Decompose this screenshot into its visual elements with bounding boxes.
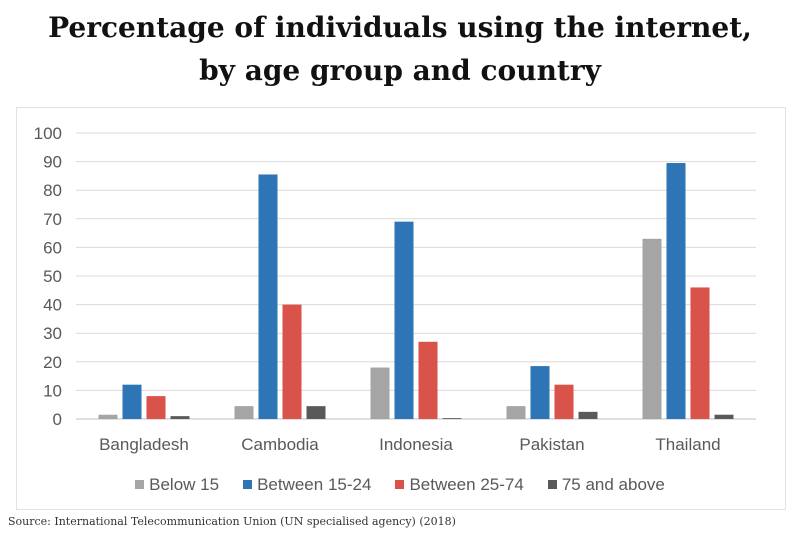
chart-title-line-1: Percentage of individuals using the inte… — [48, 11, 752, 44]
legend-label: 75 and above — [561, 475, 665, 494]
bar-bangladesh-3 — [146, 396, 166, 419]
legend-swatch — [243, 480, 253, 490]
bar-thailand-1 — [642, 238, 662, 419]
legend-swatch — [135, 480, 145, 490]
legend-swatch — [547, 480, 557, 490]
bar-thailand-4 — [714, 414, 734, 419]
chart-legend: Below 15 Between 15-24 Between 25-74 75 and… — [0, 475, 800, 495]
x-category-label: Indonesia — [379, 435, 453, 454]
legend-swatch — [395, 480, 405, 490]
bar-indonesia-2 — [394, 221, 414, 419]
bar-thailand-2 — [666, 163, 686, 419]
bar-cambodia-3 — [282, 304, 302, 419]
bar-pakistan-2 — [530, 366, 550, 419]
bar-bangladesh-2 — [122, 384, 142, 419]
bar-cambodia-2 — [258, 174, 278, 419]
y-tick-label: 40 — [43, 296, 62, 315]
legend-item: Between 25-74 — [395, 475, 524, 495]
y-tick-label: 50 — [43, 267, 62, 286]
y-tick-label: 100 — [34, 124, 62, 143]
bar-indonesia-3 — [418, 341, 438, 419]
bar-indonesia-1 — [370, 367, 390, 419]
y-tick-label: 80 — [43, 181, 62, 200]
y-tick-label: 70 — [43, 210, 62, 229]
y-tick-label: 30 — [43, 324, 62, 343]
x-category-label: Bangladesh — [99, 435, 189, 454]
bar-bangladesh-1 — [98, 414, 118, 419]
y-tick-label: 10 — [43, 381, 62, 400]
y-tick-label: 20 — [43, 353, 62, 372]
legend-label: Below 15 — [149, 475, 220, 494]
y-tick-label: 90 — [43, 153, 62, 172]
y-tick-label: 60 — [43, 238, 62, 257]
bar-cambodia-4 — [306, 406, 326, 419]
legend-item: Below 15 — [135, 475, 219, 495]
bar-pakistan-1 — [506, 406, 526, 419]
bar-cambodia-1 — [234, 406, 254, 419]
legend-label: Between 25-74 — [409, 475, 524, 494]
chart-title-line-2: by age group and country — [199, 54, 601, 87]
chart-title: Percentage of individuals using the inte… — [0, 6, 800, 92]
legend-label: Between 15-24 — [257, 475, 372, 494]
bar-pakistan-3 — [554, 384, 574, 419]
bar-indonesia-4 — [442, 418, 462, 419]
bar-thailand-3 — [690, 287, 710, 419]
source-note: Source: International Telecommunication … — [8, 515, 456, 528]
bar-bangladesh-4 — [170, 416, 190, 419]
legend-item: Between 15-24 — [243, 475, 371, 495]
bar-pakistan-4 — [578, 411, 598, 419]
x-category-label: Cambodia — [241, 435, 319, 454]
legend-item: 75 and above — [547, 475, 665, 495]
y-tick-label: 0 — [53, 410, 62, 429]
x-category-label: Pakistan — [519, 435, 584, 454]
x-category-label: Thailand — [655, 435, 720, 454]
